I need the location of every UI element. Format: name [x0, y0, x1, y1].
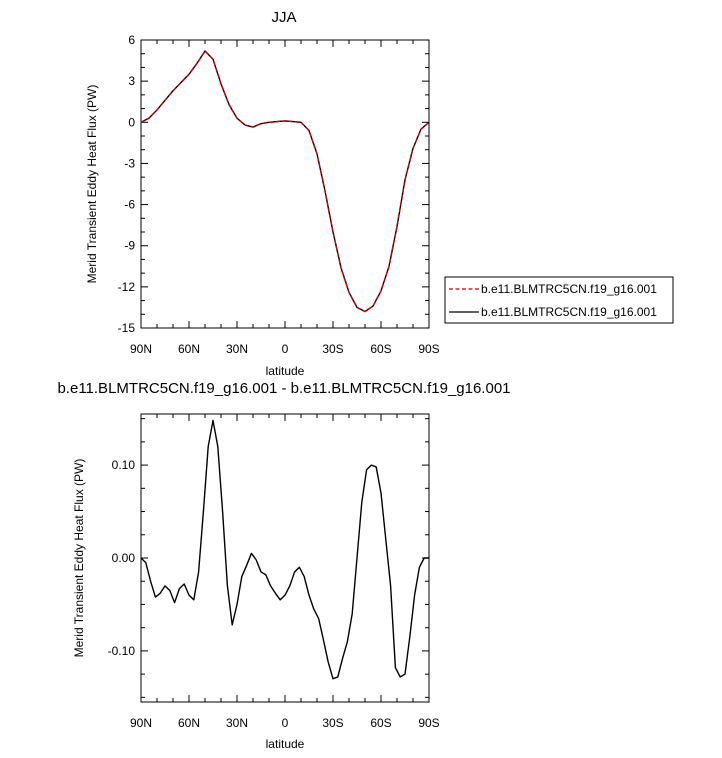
- top-series-line-dashed: [140, 50, 430, 313]
- top-x-axis-title: latitude: [266, 364, 305, 378]
- bottom-y-axis-ticks: 0.10 0.00 -0.10: [108, 418, 429, 698]
- legend-label-series-2: b.e11.BLMTRC5CN.f19_g16.001: [481, 305, 657, 319]
- bottom-y-tick-label: 0.00: [112, 551, 136, 565]
- top-y-tick-label: -6: [124, 198, 135, 212]
- top-y-tick-label: -3: [124, 156, 135, 170]
- bottom-y-axis-title: Merid Transient Eddy Heat Flux (PW): [72, 459, 86, 658]
- bottom-x-tick-label: 90S: [418, 716, 439, 730]
- top-y-tick-label: -12: [118, 280, 136, 294]
- top-plot-frame: [140, 39, 430, 329]
- bottom-x-tick-label: 90N: [130, 716, 152, 730]
- bottom-y-tick-label: -0.10: [108, 644, 136, 658]
- top-x-tick-label: 60S: [370, 342, 391, 356]
- top-y-tick-label: 3: [128, 74, 135, 88]
- bottom-chart-title: b.e11.BLMTRC5CN.f19_g16.001 - b.e11.BLMT…: [57, 380, 510, 397]
- top-x-tick-label: 30S: [322, 342, 343, 356]
- bottom-x-tick-label: 0: [282, 716, 289, 730]
- top-series-line-solid: [140, 50, 430, 313]
- top-x-tick-label: 30N: [226, 342, 248, 356]
- bottom-y-tick-label: 0.10: [112, 458, 136, 472]
- top-x-tick-label: 90N: [130, 342, 152, 356]
- bottom-x-axis-title: latitude: [266, 737, 305, 751]
- top-x-tick-label: 90S: [418, 342, 439, 356]
- legend-label-series-1: b.e11.BLMTRC5CN.f19_g16.001: [481, 282, 657, 296]
- bottom-plot-frame: [140, 413, 430, 703]
- top-y-tick-label: 6: [128, 33, 135, 47]
- bottom-x-tick-label: 60S: [370, 716, 391, 730]
- top-y-axis-title: Merid Transient Eddy Heat Flux (PW): [85, 85, 99, 284]
- legend-box: [444, 276, 674, 324]
- top-y-tick-label: -9: [124, 239, 135, 253]
- bottom-x-tick-label: 30N: [226, 716, 248, 730]
- top-y-axis-ticks: 6 3 0 -3 -6 -9 -12 -15: [118, 33, 429, 335]
- top-x-axis-ticks: 90N 60N 30N 0 30S 60S 90S: [130, 40, 440, 356]
- bottom-x-tick-label: 60N: [178, 716, 200, 730]
- bottom-series-line-solid: [140, 419, 429, 680]
- top-y-tick-label: 0: [128, 115, 135, 129]
- legend: b.e11.BLMTRC5CN.f19_g16.001 b.e11.BLMTRC…: [444, 276, 674, 324]
- bottom-x-tick-label: 30S: [322, 716, 343, 730]
- bottom-series-lines: [140, 419, 429, 680]
- top-panel: JJA 90N 60N 30N 0 30S 60S 90S 630-3-6-9-12-15 …: [85, 9, 674, 378]
- top-x-tick-label: 60N: [178, 342, 200, 356]
- top-series-lines: [140, 50, 430, 313]
- bottom-x-axis-ticks: 90N 60N 30N 0 30S 60S 90S: [130, 414, 440, 730]
- top-y-tick-label: -15: [118, 321, 136, 335]
- top-chart-title: JJA: [271, 9, 296, 26]
- bottom-panel: b.e11.BLMTRC5CN.f19_g16.001 - b.e11.BLMT…: [57, 380, 510, 751]
- top-x-tick-label: 0: [282, 342, 289, 356]
